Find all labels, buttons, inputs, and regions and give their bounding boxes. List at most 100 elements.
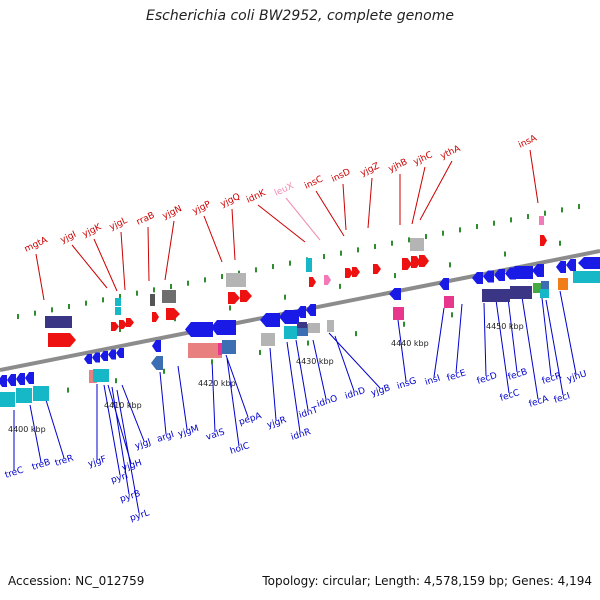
gene-label-yjhB: yjhB — [387, 157, 409, 174]
gene-arrow — [324, 275, 331, 285]
gene-box — [327, 320, 334, 332]
leader-line — [121, 384, 145, 442]
gene-box — [162, 290, 176, 303]
leader-line — [541, 297, 552, 377]
gene-label-treC: treC — [4, 466, 25, 481]
gene-label-fecR: fecR — [541, 371, 563, 387]
gene-arrow — [494, 269, 505, 281]
gene-label-insI: insI — [424, 374, 442, 388]
gene-box — [540, 289, 549, 298]
gene-label-yjgM: yjgM — [177, 424, 200, 440]
gene-arrow — [345, 268, 353, 278]
gene-label-yjgJ: yjgJ — [134, 437, 153, 452]
gene-box — [306, 258, 312, 272]
tick-dot-upper — [493, 220, 495, 226]
leader-line — [159, 371, 167, 435]
gene-label-leuX: leuX — [273, 181, 295, 198]
tick-dot-upper — [68, 304, 70, 310]
tick-dot-mid — [504, 251, 506, 257]
gene-box — [541, 281, 549, 291]
gene-box — [297, 324, 308, 336]
leader-line — [295, 339, 309, 411]
leader-line — [529, 149, 539, 204]
gene-label-fecI: fecI — [553, 391, 572, 406]
gene-arrow — [578, 257, 600, 269]
tick-dot-upper — [459, 227, 461, 233]
gene-box — [261, 333, 275, 346]
gene-arrow — [152, 340, 161, 352]
tick-dot-upper — [170, 284, 172, 290]
gene-box — [410, 238, 424, 251]
tick-dot-upper — [289, 260, 291, 266]
tick-dot-lower — [451, 312, 453, 318]
gene-box — [115, 307, 121, 315]
gene-arrow — [111, 322, 119, 331]
gene-label-insG: insG — [396, 376, 418, 392]
leader-line — [71, 244, 108, 289]
tick-dot-mid — [394, 273, 396, 279]
tick-dot-upper — [204, 277, 206, 283]
tick-dot-mid — [284, 294, 286, 300]
gene-label-argI: argI — [156, 430, 176, 445]
gene-label-yjgL: yjgL — [108, 216, 129, 233]
leader-line — [397, 319, 407, 382]
gene-arrow — [119, 320, 127, 329]
tick-dot-lower — [307, 340, 309, 346]
gene-label-mgtA: mgtA — [23, 235, 50, 255]
gene-box — [558, 278, 568, 290]
gene-label-rraB: rraB — [135, 211, 156, 228]
leader-line — [559, 290, 577, 375]
gene-arrow — [532, 264, 544, 277]
gene-label-yjhU: yjhU — [566, 369, 588, 385]
gene-arrow — [151, 356, 163, 370]
tick-dot-upper — [578, 204, 580, 210]
leader-line — [103, 384, 121, 476]
leader-line — [419, 160, 453, 221]
leader-line — [269, 347, 277, 421]
leader-line — [164, 220, 175, 281]
tick-dot-upper — [221, 274, 223, 280]
gene-arrow — [279, 310, 299, 324]
tick-dot-upper — [357, 247, 359, 253]
gene-box — [0, 392, 15, 407]
gene-label-idnK: idnK — [245, 188, 268, 206]
gene-arrow — [556, 261, 566, 273]
gene-box — [539, 216, 544, 225]
scale-tick-label: 4430 kbp — [296, 357, 334, 366]
gene-arrow — [411, 256, 421, 268]
scale-tick-label: 4450 kbp — [486, 322, 524, 331]
tick-dot-lower — [211, 359, 213, 365]
leader-line — [315, 190, 345, 237]
gene-label-yjgK: yjgK — [81, 222, 104, 240]
tick-dot-mid — [119, 327, 121, 332]
gene-label-insA: insA — [517, 133, 539, 150]
gene-label-fecA: fecA — [528, 394, 551, 410]
gene-box — [284, 326, 297, 339]
gene-arrow — [211, 320, 236, 335]
tick-dot-lower — [259, 349, 261, 355]
gene-arrow — [260, 313, 280, 327]
leader-line — [285, 197, 321, 241]
map-title: Escherichia coli BW2952, complete genome — [146, 8, 454, 24]
tick-dot-mid — [339, 283, 341, 289]
gene-arrow — [7, 374, 16, 386]
gene-box — [150, 294, 155, 306]
tick-dot-upper — [34, 310, 36, 316]
gene-label-yjgQ: yjgQ — [219, 192, 242, 210]
accession-text: Accession: NC_012759 — [8, 574, 145, 588]
tick-dot-upper — [85, 300, 87, 306]
gene-arrow — [126, 318, 134, 327]
gene-box — [218, 343, 222, 355]
leader-line — [147, 226, 150, 282]
leader-line — [545, 299, 564, 396]
scale-tick-label: 4440 kbp — [391, 339, 429, 348]
genome-summary-text: Topology: circular; Length: 4,578,159 bp… — [262, 574, 592, 588]
gene-label-idnD: idnD — [344, 386, 367, 402]
gene-box — [188, 343, 222, 358]
gene-label-fecD: fecD — [476, 371, 499, 387]
gene-label-valS: valS — [205, 427, 226, 442]
gene-label-treR: treR — [54, 454, 75, 469]
tick-dot-upper — [442, 230, 444, 236]
tick-dot-lower — [403, 321, 405, 327]
gene-label-ythA: ythA — [439, 144, 463, 162]
